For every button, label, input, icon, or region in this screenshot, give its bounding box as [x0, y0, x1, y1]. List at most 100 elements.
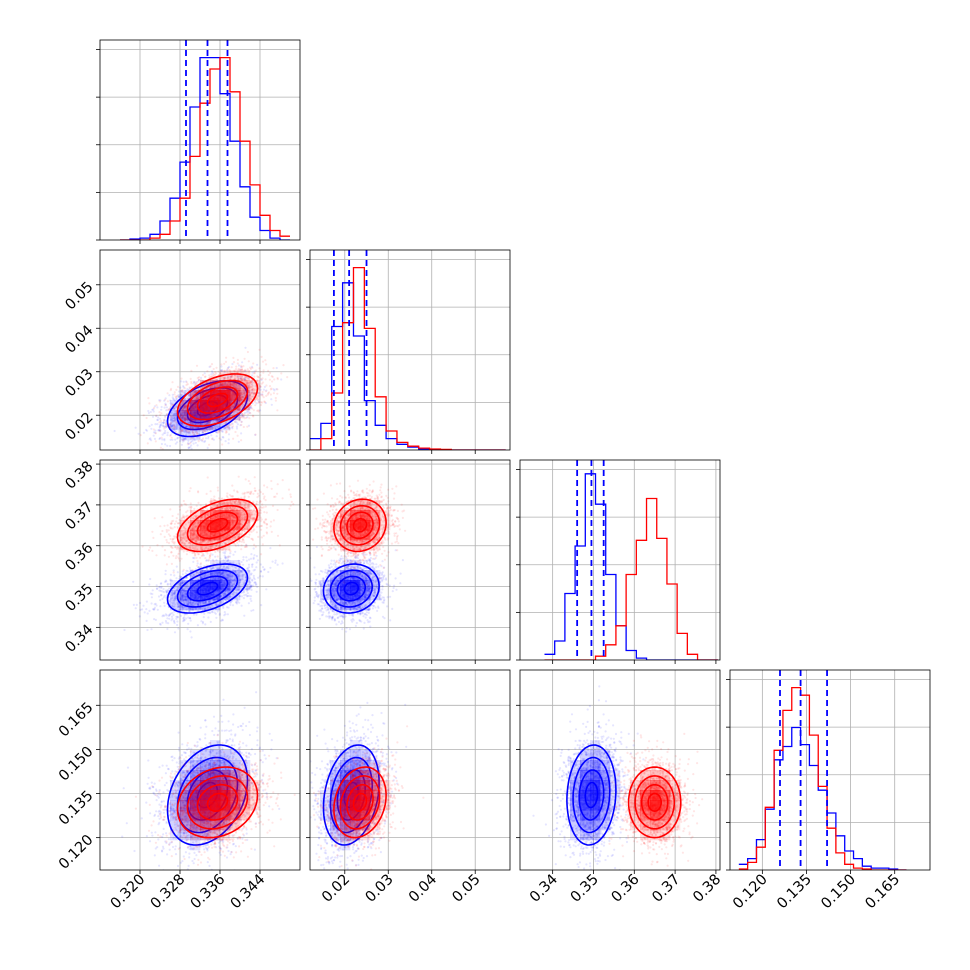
contour-1	[333, 498, 387, 553]
contour-0	[322, 744, 380, 846]
contour-1	[206, 792, 229, 812]
x-tick-label: 0.35	[568, 872, 602, 906]
contour-1	[186, 775, 249, 830]
contour-0	[578, 769, 605, 821]
panel-content	[532, 685, 704, 870]
panel-frame	[519, 459, 721, 661]
contour-0	[336, 575, 366, 602]
x-tick-label: 0.37	[649, 872, 683, 906]
hist-blue	[120, 56, 290, 240]
contour-1	[634, 775, 676, 830]
contour-1	[186, 504, 249, 546]
contour-0	[329, 569, 374, 608]
grid-2-0	[100, 460, 300, 660]
grid-3-3	[730, 670, 930, 870]
y-tick-label: 0.165	[56, 700, 97, 741]
hist-red	[120, 56, 290, 240]
contour-0	[584, 781, 599, 809]
contour-1	[176, 373, 259, 427]
grid-1-1	[310, 250, 510, 450]
x-tick-label: 0.120	[730, 872, 771, 913]
contour-0	[166, 744, 249, 846]
contour-0	[566, 744, 617, 846]
x-tick-label: 0.05	[450, 872, 484, 906]
y-tick-label: 0.04	[63, 323, 97, 357]
x-tick-label: 0.165	[863, 872, 904, 913]
y-tick-label: 0.37	[63, 499, 97, 533]
x-tick-label: 0.38	[690, 872, 724, 906]
panel-frame	[309, 249, 511, 451]
contour-0	[166, 563, 249, 614]
contour-1	[186, 379, 249, 421]
contour-1	[196, 511, 239, 540]
panel-content	[310, 701, 425, 870]
y-tick-label: 0.05	[63, 279, 97, 313]
panel-frame	[99, 39, 301, 241]
panel-3-2: 0.34 0.35 0.36 0.37 0.38	[516, 669, 724, 906]
contour-1	[339, 775, 381, 830]
contour-1	[333, 766, 387, 839]
panel-content	[120, 40, 290, 240]
contour-0	[196, 581, 219, 596]
panel-content	[738, 670, 907, 870]
contour-0	[322, 563, 380, 614]
x-tick-label: 0.36	[609, 872, 643, 906]
x-tick-label: 0.03	[363, 872, 397, 906]
y-tick-label: 0.150	[56, 744, 97, 785]
grid-2-2	[520, 460, 720, 660]
panel-content	[310, 250, 506, 450]
panel-frame	[519, 669, 721, 871]
panel-0-0	[96, 39, 301, 244]
contour-1	[176, 498, 259, 553]
panel-2-2	[516, 459, 721, 664]
x-tick-label: 0.135	[774, 872, 815, 913]
panel-2-0: 0.34 0.35 0.36 0.37 0.38	[63, 458, 301, 664]
contour-1	[627, 766, 682, 839]
panel-frame	[309, 669, 511, 871]
panel-3-3: 0.120 0.135 0.150 0.165	[726, 669, 931, 913]
hist-red	[544, 497, 718, 660]
y-tick-label: 0.135	[56, 788, 97, 829]
x-tick-label: 0.320	[108, 872, 149, 913]
contour-1	[640, 783, 669, 821]
y-tick-label: 0.34	[63, 622, 97, 656]
y-tick-label: 0.02	[63, 410, 97, 444]
x-tick-label: 0.02	[319, 872, 353, 906]
contour-1	[352, 792, 368, 812]
contour-0	[343, 581, 360, 596]
contour-1	[352, 518, 368, 533]
contour-1	[339, 504, 381, 546]
contour-0	[329, 756, 374, 834]
x-tick-label: 0.328	[148, 872, 189, 913]
y-tick-label: 0.35	[63, 581, 97, 615]
y-tick-label: 0.36	[63, 540, 97, 574]
contour-0	[572, 756, 611, 834]
hist-blue	[544, 473, 718, 660]
contour-0	[176, 569, 239, 608]
panel-content	[121, 691, 296, 870]
contour-1	[206, 392, 229, 408]
hist-blue	[310, 282, 506, 450]
panel-frame	[99, 249, 301, 451]
panel-frame	[99, 459, 301, 661]
x-tick-label: 0.150	[818, 872, 859, 913]
y-tick-label: 0.38	[63, 458, 97, 492]
x-tick-label: 0.04	[406, 872, 440, 906]
panel-frame	[309, 459, 511, 661]
contour-1	[176, 766, 259, 839]
panel-3-1: 0.02 0.03 0.04 0.05	[306, 669, 511, 906]
x-tick-label: 0.336	[188, 872, 229, 913]
panel-2-1	[306, 459, 511, 664]
y-tick-label: 0.03	[63, 366, 97, 400]
contour-1	[206, 518, 229, 533]
x-tick-label: 0.34	[527, 872, 561, 906]
panel-1-1	[306, 249, 511, 454]
panel-1-0: 0.02 0.03 0.04 0.05	[63, 249, 301, 454]
contour-1	[196, 386, 239, 414]
x-tick-label: 0.344	[228, 872, 269, 913]
panel-content	[123, 475, 295, 639]
contour-1	[647, 792, 662, 813]
hist-red	[738, 686, 907, 870]
